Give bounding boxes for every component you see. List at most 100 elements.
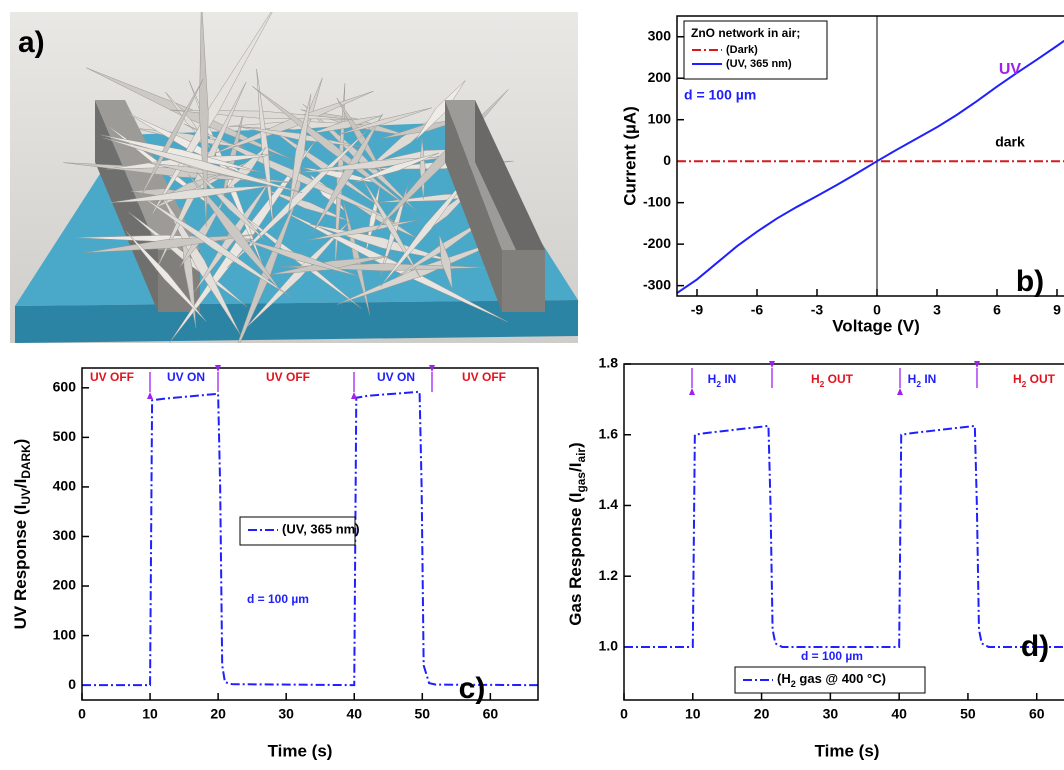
annotation: d = 100 µm — [247, 592, 309, 606]
y-tick-label: 1.6 — [599, 425, 619, 441]
annotation: UV ON — [167, 370, 205, 384]
text-part: UV Response (I — [11, 505, 30, 630]
plot-area — [624, 426, 1064, 647]
x-tick-label: 60 — [483, 706, 499, 722]
x-axis-label: Voltage (V) — [832, 316, 920, 335]
text-part: H — [908, 372, 917, 386]
x-tick-label: 50 — [415, 706, 431, 722]
y-axis-label: Current (µA) — [620, 106, 639, 206]
y-tick-label: 1.2 — [599, 567, 619, 583]
x-tick-label: 20 — [210, 706, 226, 722]
x-tick-label: -9 — [691, 302, 704, 318]
event-arrow-head — [147, 392, 153, 399]
y-axis-label: Gas Response (Igas/Iair) — [566, 442, 588, 625]
y-tick-label: 300 — [648, 27, 672, 43]
legend-label: (UV, 365 nm) — [282, 521, 360, 536]
y-tick-label: 1.0 — [599, 638, 619, 654]
y-tick-label: 1.4 — [599, 496, 619, 512]
text-part: H — [811, 372, 820, 386]
y-tick-label: 1.8 — [599, 355, 619, 371]
legend-title: ZnO network in air; — [691, 26, 800, 40]
x-tick-label: 0 — [873, 302, 881, 318]
text-part: H — [708, 372, 717, 386]
x-tick-label: 10 — [142, 706, 158, 722]
y-tick-label: -200 — [643, 235, 671, 251]
substrate-front — [15, 300, 578, 343]
x-tick-label: 30 — [823, 706, 839, 722]
annotation: H2 IN — [908, 372, 937, 389]
x-axis-label: Time (s) — [815, 741, 880, 760]
figure: a) -9-6-30369-300-200-1000100200300Volta… — [0, 0, 1064, 770]
y-tick-label: 200 — [53, 577, 77, 593]
x-axis-label: Time (s) — [268, 741, 333, 760]
annotation: dark — [995, 134, 1025, 150]
annotation: H2 IN — [708, 372, 737, 389]
x-tick-label: -6 — [751, 302, 764, 318]
page: a) -9-6-30369-300-200-1000100200300Volta… — [0, 0, 1064, 770]
illustration: a) — [10, 0, 578, 362]
y-axis-label: UV Response (IUV/IDARK) — [11, 439, 33, 630]
text-part: Gas Response (I — [566, 492, 585, 625]
panel-label: a) — [18, 26, 45, 59]
text-part: /I — [11, 479, 30, 488]
y-tick-label: 0 — [68, 676, 76, 692]
text-part: ) — [11, 439, 30, 445]
text-part: ) — [566, 442, 585, 448]
x-tick-label: 60 — [1029, 706, 1045, 722]
text-part: H — [1013, 372, 1022, 386]
y-tick-label: 300 — [53, 527, 77, 543]
text-part: IN — [921, 372, 936, 386]
chart: -9 -6 -3 0 3 6 9 -300 -200 -100 0 100 200 300 Voltage … — [620, 16, 1064, 335]
text-part: gas @ 400 °C) — [796, 671, 886, 686]
chart: 0 10 20 30 40 50 60 1.0 1.2 1.4 1.6 1.8 Time (s) Gas … — [566, 355, 1064, 761]
x-tick-label: 9 — [1053, 302, 1061, 318]
event-arrow-head — [897, 388, 903, 395]
x-tick-label: 6 — [993, 302, 1001, 318]
panel-label: b) — [1016, 265, 1044, 298]
y-tick-label: 0 — [663, 152, 671, 168]
x-tick-label: 50 — [960, 706, 976, 722]
annotation: UV — [999, 61, 1022, 78]
series-line — [624, 426, 1064, 647]
annotation: UV OFF — [90, 370, 134, 384]
panel-label: c) — [459, 672, 486, 705]
x-tick-label: 20 — [754, 706, 770, 722]
x-tick-label: 40 — [346, 706, 362, 722]
text-part: (H — [777, 671, 791, 686]
x-tick-label: 10 — [685, 706, 701, 722]
annotation: d = 100 µm — [801, 649, 863, 663]
annotation: H2 OUT — [811, 372, 854, 389]
x-tick-label: 30 — [278, 706, 294, 722]
y-tick-label: -300 — [643, 276, 671, 292]
text-part: DARK — [19, 444, 33, 479]
y-tick-label: 400 — [53, 478, 77, 494]
x-tick-label: 40 — [891, 706, 907, 722]
x-tick-label: 0 — [78, 706, 86, 722]
y-tick-label: 200 — [648, 69, 672, 85]
annotation: UV ON — [377, 370, 415, 384]
text-part: UV — [19, 488, 33, 505]
electrode-front — [502, 250, 545, 312]
text-part: IN — [721, 372, 736, 386]
annotation: UV OFF — [462, 370, 506, 384]
annotation: H2 OUT — [1013, 372, 1056, 389]
x-tick-label: 3 — [933, 302, 941, 318]
annotation: d = 100 µm — [684, 87, 756, 103]
x-tick-label: 0 — [620, 706, 628, 722]
panel-label: d) — [1021, 630, 1049, 663]
event-arrow-head — [689, 388, 695, 395]
text-part: air — [574, 448, 588, 463]
text-part: gas — [574, 472, 588, 493]
text-part: /I — [566, 463, 585, 472]
legend-label: (Dark) — [726, 44, 758, 56]
y-tick-label: 100 — [53, 626, 77, 642]
event-arrow-head — [351, 392, 357, 399]
text-part: OUT — [824, 372, 853, 386]
y-tick-label: 100 — [648, 110, 672, 126]
y-tick-label: -100 — [643, 193, 671, 209]
x-tick-label: -3 — [811, 302, 824, 318]
y-tick-label: 600 — [53, 379, 77, 395]
legend-label: (UV, 365 nm) — [726, 58, 792, 70]
text-part: OUT — [1026, 372, 1055, 386]
